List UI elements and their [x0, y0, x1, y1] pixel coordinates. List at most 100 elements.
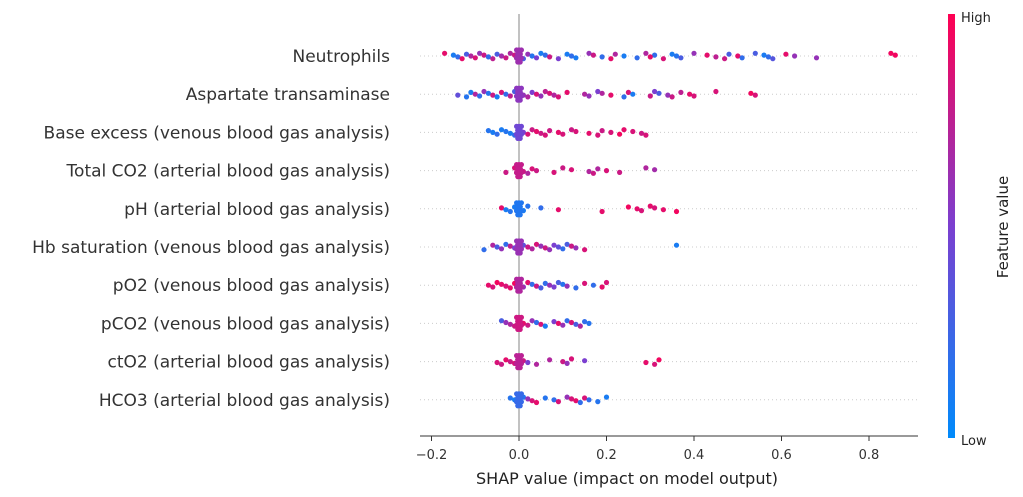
shap-point [560, 323, 565, 328]
shap-point [547, 128, 552, 133]
shap-point [503, 170, 508, 175]
shap-point [713, 54, 718, 59]
shap-point [495, 94, 500, 99]
shap-point [551, 284, 556, 289]
shap-point [508, 93, 513, 98]
shap-point [753, 51, 758, 56]
shap-point [503, 55, 508, 60]
shap-point [518, 98, 523, 103]
shap-point [608, 56, 613, 61]
shap-point [713, 89, 718, 94]
shap-point [573, 285, 578, 290]
shap-point [525, 132, 530, 137]
shap-point [608, 130, 613, 135]
shap-point [560, 165, 565, 170]
shap-point [691, 51, 696, 56]
shap-point [770, 56, 775, 61]
feature-label: Total CO2 (arterial blood gas analysis) [66, 162, 390, 182]
shap-point [656, 357, 661, 362]
shap-point [560, 246, 565, 251]
shap-point [621, 53, 626, 58]
shap-point [525, 171, 530, 176]
shap-point [518, 136, 523, 141]
shap-point [582, 247, 587, 252]
shap-point [547, 357, 552, 362]
shap-point [674, 243, 679, 248]
shap-point [643, 165, 648, 170]
shap-point [604, 395, 609, 400]
feature-label: pO2 (venous blood gas analysis) [113, 276, 390, 296]
shap-point [792, 53, 797, 58]
shap-point [547, 247, 552, 252]
feature-label: pH (arterial blood gas analysis) [124, 200, 390, 220]
shap-point [678, 90, 683, 95]
shap-point [783, 52, 788, 57]
colorbar-high-label: High [961, 11, 991, 26]
shap-point [538, 285, 543, 290]
shap-point [586, 321, 591, 326]
shap-point [538, 93, 543, 98]
shap-point [538, 205, 543, 210]
feature-label: Base excess (venous blood gas analysis) [44, 123, 390, 143]
shap-point [643, 51, 648, 56]
x-tick-label: 0.8 [859, 448, 880, 463]
shap-point [556, 399, 561, 404]
shap-point [543, 133, 548, 138]
shap-point [477, 93, 482, 98]
shap-point [604, 280, 609, 285]
shap-point [621, 94, 626, 99]
shap-point [481, 247, 486, 252]
shap-point [565, 284, 570, 289]
shap-point [525, 360, 530, 365]
shap-point [630, 129, 635, 134]
shap-point [499, 362, 504, 367]
shap-point [595, 166, 600, 171]
x-axis-title: SHAP value (impact on model output) [476, 469, 778, 488]
shap-point [534, 400, 539, 405]
shap-point [661, 56, 666, 61]
shap-point [626, 204, 631, 209]
x-axis: −0.2 0.0 0.2 0.4 0.6 0.8 SHAP value (impact o… [416, 436, 918, 488]
shap-point [518, 365, 523, 370]
shap-point [674, 209, 679, 214]
shap-point [455, 93, 460, 98]
shap-point [600, 284, 605, 289]
shap-point [518, 289, 523, 294]
shap-point [573, 245, 578, 250]
colorbar: High Low Feature value [948, 11, 1012, 449]
shap-point [643, 133, 648, 138]
shap-point [525, 204, 530, 209]
colorbar-title: Feature value [994, 176, 1012, 278]
shap-point [518, 59, 523, 64]
x-tick-label: 0.0 [509, 448, 530, 463]
shap-point [591, 53, 596, 58]
shap-point [652, 167, 657, 172]
x-ticks: −0.2 0.0 0.2 0.4 0.6 0.8 [416, 436, 880, 463]
shap-point [814, 55, 819, 60]
shap-point [534, 168, 539, 173]
shap-point [573, 129, 578, 134]
shap-point [591, 171, 596, 176]
shap-point [617, 132, 622, 137]
shap-point [586, 93, 591, 98]
shap-point [490, 56, 495, 61]
feature-label: pCO2 (venous blood gas analysis) [101, 314, 390, 334]
shap-point [691, 93, 696, 98]
shap-point [460, 56, 465, 61]
points-layer [442, 47, 898, 408]
shap-point [518, 212, 523, 217]
shap-point [643, 360, 648, 365]
shap-point [652, 205, 657, 210]
shap-point [595, 399, 600, 404]
shap-point [547, 54, 552, 59]
feature-label: Aspartate transaminase [186, 85, 390, 105]
shap-point [530, 246, 535, 251]
x-tick-label: −0.2 [416, 448, 448, 463]
shap-point [518, 327, 523, 332]
shap-point [556, 207, 561, 212]
shap-point [551, 170, 556, 175]
shap-point [490, 284, 495, 289]
shap-point [670, 94, 675, 99]
shap-point [600, 54, 605, 59]
